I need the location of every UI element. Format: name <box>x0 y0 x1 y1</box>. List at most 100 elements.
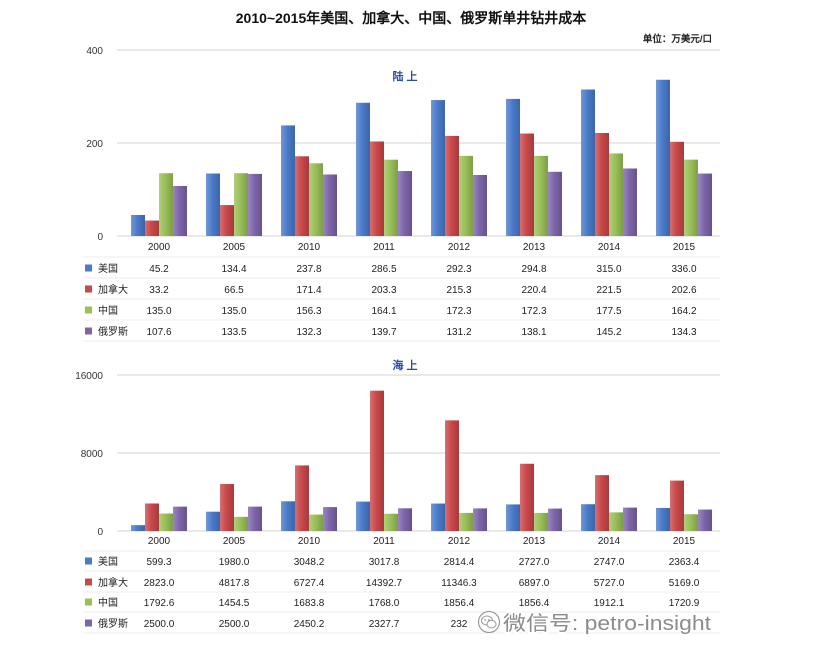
offshore-value-label-canada-2014: 5727.0 <box>594 578 625 589</box>
onshore-value-label-usa-2010: 237.8 <box>296 264 321 275</box>
bar-onshore-usa-2000 <box>131 214 145 236</box>
onshore-x-tick-label: 2011 <box>373 242 395 253</box>
bar-offshore-usa-2015 <box>656 507 670 531</box>
offshore-x-tick-label: 2011 <box>373 536 395 547</box>
onshore-value-label-canada-2005: 66.5 <box>224 285 244 296</box>
onshore-value-label-china-2010: 156.3 <box>296 306 321 317</box>
offshore-value-label-canada-2013: 6897.0 <box>519 578 550 589</box>
onshore-legend-swatch-russia <box>85 327 92 335</box>
offshore-chart: 0 8000 16000 海 上 2000 2005 2010 2011 2012 2013 201… <box>75 358 720 634</box>
offshore-legend-swatch-usa <box>85 557 92 565</box>
bar-offshore-canada-2011 <box>370 390 384 531</box>
figure-title: 2010~2015年美国、加拿大、中国、俄罗斯单井钻井成本 <box>236 10 587 26</box>
bar-offshore-canada-2015 <box>670 480 684 531</box>
onshore-value-label-china-2012: 172.3 <box>446 306 471 317</box>
offshore-x-tick-label: 2000 <box>148 536 171 547</box>
onshore-value-label-russia-2010: 132.3 <box>296 327 321 338</box>
bar-onshore-canada-2010 <box>295 156 309 236</box>
bar-offshore-usa-2014 <box>581 504 595 531</box>
bar-onshore-usa-2015 <box>656 79 670 236</box>
bar-offshore-russia-2014 <box>623 507 637 531</box>
bar-offshore-canada-2012 <box>445 420 459 531</box>
offshore-value-label-usa-2013: 2727.0 <box>519 557 550 568</box>
bar-onshore-usa-2010 <box>281 125 295 236</box>
onshore-y-tick-label: 200 <box>86 139 103 150</box>
bar-offshore-russia-2011 <box>398 508 412 531</box>
bar-onshore-russia-2005 <box>248 173 262 236</box>
bar-offshore-russia-2013 <box>548 508 562 531</box>
offshore-x-tick-label: 2010 <box>298 536 321 547</box>
offshore-x-tick-label: 2012 <box>448 536 471 547</box>
offshore-legend-label-usa: 美国 <box>98 555 118 568</box>
offshore-value-label-russia-2005: 2500.0 <box>219 619 250 630</box>
bar-offshore-usa-2000 <box>131 525 145 531</box>
onshore-x-tick-label: 2015 <box>673 242 696 253</box>
bar-offshore-china-2011 <box>384 513 398 531</box>
bar-offshore-russia-2012 <box>473 508 487 531</box>
onshore-x-tick-label: 2013 <box>523 242 546 253</box>
onshore-legend-swatch-usa <box>85 264 92 272</box>
onshore-value-label-russia-2012: 131.2 <box>446 327 471 338</box>
onshore-legend-label-china: 中国 <box>98 304 118 317</box>
bar-onshore-china-2013 <box>534 155 548 236</box>
bar-onshore-canada-2015 <box>670 141 684 236</box>
bar-onshore-china-2015 <box>684 159 698 236</box>
bar-offshore-russia-2005 <box>248 506 262 531</box>
onshore-value-label-canada-2014: 221.5 <box>596 285 621 296</box>
bar-offshore-canada-2013 <box>520 463 534 531</box>
onshore-value-label-usa-2013: 294.8 <box>521 264 546 275</box>
onshore-value-label-canada-2011: 203.3 <box>371 285 396 296</box>
bar-offshore-china-2012 <box>459 512 473 531</box>
bar-offshore-usa-2010 <box>281 501 295 531</box>
offshore-legend-swatch-china <box>85 598 92 606</box>
offshore-x-tick-label: 2013 <box>523 536 546 547</box>
onshore-value-label-russia-2015: 134.3 <box>671 327 696 338</box>
onshore-legend-swatch-china <box>85 306 92 314</box>
bar-offshore-china-2000 <box>159 513 173 531</box>
onshore-value-label-russia-2013: 138.1 <box>521 327 546 338</box>
watermark-text: 微信号: petro-insight <box>503 612 712 635</box>
offshore-value-label-china-2012: 1856.4 <box>444 598 475 609</box>
bar-onshore-canada-2011 <box>370 141 384 236</box>
bar-onshore-russia-2015 <box>698 173 712 236</box>
onshore-chart: 0 200 400 陆 上 2000 2005 2010 2011 2012 2013 2014 20… <box>83 46 720 342</box>
bar-onshore-china-2000 <box>159 173 173 236</box>
bar-onshore-china-2005 <box>234 173 248 236</box>
bar-offshore-canada-2010 <box>295 465 309 531</box>
bar-onshore-russia-2012 <box>473 174 487 236</box>
unit-label: 单位：万美元/口 <box>643 33 712 45</box>
onshore-legend-label-usa: 美国 <box>98 262 118 275</box>
onshore-x-tick-label: 2014 <box>598 242 621 253</box>
bar-onshore-russia-2014 <box>623 168 637 236</box>
bar-onshore-russia-2011 <box>398 171 412 236</box>
onshore-value-label-china-2000: 135.0 <box>146 306 171 317</box>
onshore-panel-title: 陆 上 <box>392 69 417 83</box>
offshore-value-label-usa-2000: 599.3 <box>146 557 171 568</box>
bar-offshore-usa-2012 <box>431 503 445 531</box>
offshore-value-label-usa-2005: 1980.0 <box>219 557 250 568</box>
onshore-value-label-canada-2010: 171.4 <box>296 285 321 296</box>
bar-offshore-usa-2013 <box>506 504 520 531</box>
offshore-y-tick-label: 16000 <box>75 371 103 382</box>
bar-offshore-canada-2005 <box>220 484 234 531</box>
offshore-value-label-canada-2015: 5169.0 <box>669 578 700 589</box>
onshore-value-label-russia-2011: 139.7 <box>371 327 396 338</box>
onshore-x-tick-label: 2010 <box>298 242 321 253</box>
onshore-value-label-usa-2012: 292.3 <box>446 264 471 275</box>
offshore-value-label-usa-2014: 2747.0 <box>594 557 625 568</box>
offshore-value-label-russia-2000: 2500.0 <box>144 619 175 630</box>
onshore-legend-swatch-canada <box>85 285 92 293</box>
bar-offshore-usa-2011 <box>356 501 370 531</box>
bar-onshore-china-2010 <box>309 163 323 236</box>
offshore-legend-swatch-russia <box>85 619 92 627</box>
offshore-legend-label-china: 中国 <box>98 596 118 609</box>
wechat-icon <box>477 610 501 634</box>
bar-offshore-china-2015 <box>684 514 698 531</box>
watermark: 微信号: petro-insight <box>477 610 713 637</box>
offshore-value-label-china-2014: 1912.1 <box>594 598 625 609</box>
onshore-value-label-usa-2014: 315.0 <box>596 264 621 275</box>
bar-onshore-canada-2013 <box>520 133 534 236</box>
onshore-value-label-usa-2011: 286.5 <box>371 264 396 275</box>
